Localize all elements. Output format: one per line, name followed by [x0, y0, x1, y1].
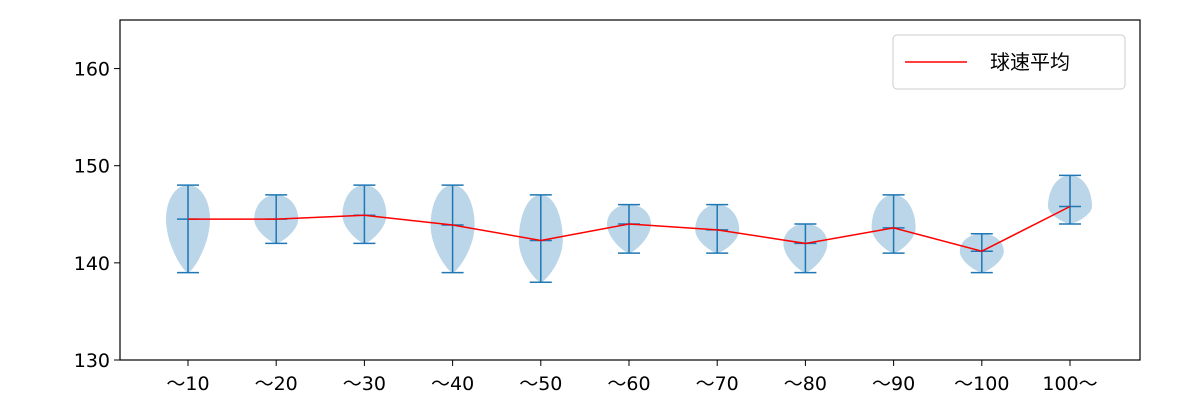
- y-tick-label: 130: [74, 350, 110, 372]
- x-tick-label: ～80: [784, 373, 827, 395]
- x-tick-label: ～50: [519, 373, 562, 395]
- x-tick-label: ～90: [872, 373, 915, 395]
- x-tick-label: ～30: [343, 373, 386, 395]
- y-tick-label: 150: [74, 156, 110, 178]
- legend-box: [892, 34, 1126, 90]
- legend: 球速平均: [892, 34, 1126, 90]
- x-tick-label: ～100: [954, 373, 1009, 395]
- x-tick-label: ～20: [255, 373, 298, 395]
- x-tick-label: ～40: [431, 373, 474, 395]
- x-tick-label: 100～: [1042, 373, 1097, 395]
- mean-line: [188, 205, 1071, 252]
- x-tick-label: ～60: [607, 373, 650, 395]
- y-tick-label: 140: [74, 253, 110, 275]
- plot-frame: [119, 19, 1141, 361]
- legend-label: 球速平均: [990, 50, 1070, 74]
- x-tick-label: ～10: [166, 373, 209, 395]
- axes-layer: 130 140 150 160 ～10 ～20 ～30 ～40 ～50 ～60 ～70 ～80 ～90 ～…: [74, 59, 1098, 395]
- x-tick-label: ～70: [696, 373, 739, 395]
- violins-layer: [166, 174, 1092, 284]
- y-tick-label: 160: [74, 59, 110, 81]
- mean-line-layer: [188, 205, 1071, 252]
